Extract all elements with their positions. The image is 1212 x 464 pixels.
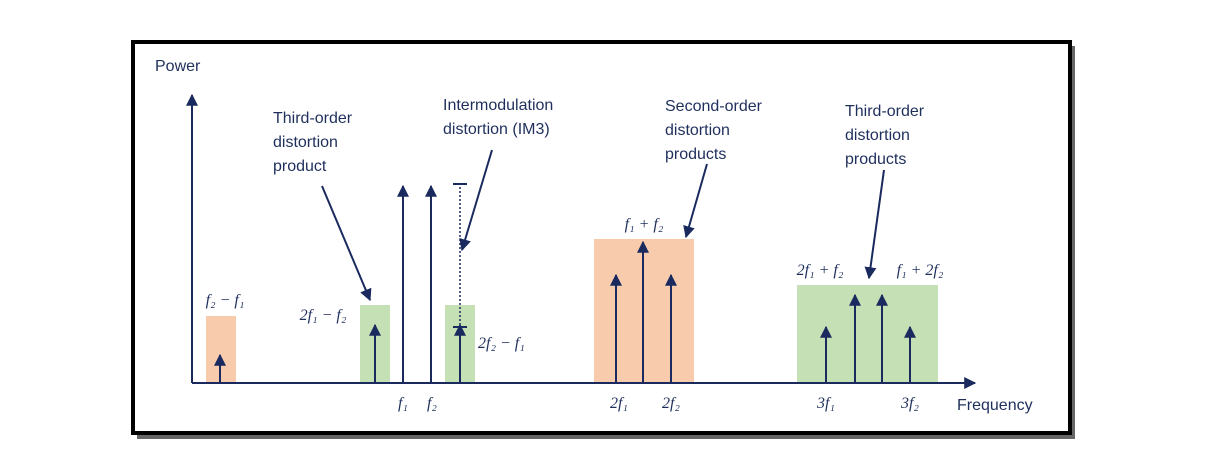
- annotation-line: distortion (IM3): [443, 121, 550, 138]
- x-axis-label: Frequency: [957, 397, 1033, 414]
- pointer: [683, 163, 708, 239]
- band-label: 2f₂ − f₁: [478, 335, 525, 352]
- tick-label: f₁: [398, 395, 408, 412]
- annotation-line: distortion: [273, 134, 338, 151]
- band-label: f₂ − f₁: [206, 292, 245, 309]
- annotation-line: distortion: [665, 122, 730, 139]
- math-labels: f₂ − f₁ 2f₁ − f₂ 2f₂ − f₁ f₁ + f₂ 2f₁ + f₂ f₁…: [206, 216, 944, 412]
- annotation-line: Intermodulation: [443, 97, 553, 114]
- annotation-line: distortion: [845, 127, 910, 144]
- pointer: [864, 169, 885, 280]
- band-label: 2f₁ + f₂: [797, 262, 844, 279]
- band-label: f₁ + f₂: [625, 216, 664, 233]
- tick-label: 3f₂: [900, 395, 919, 412]
- y-axis-label: Power: [155, 58, 201, 75]
- tick-label: 2f₂: [662, 395, 680, 412]
- spectral-lines: [214, 183, 916, 383]
- tick-label: 3f₁: [816, 395, 835, 412]
- annotation-line: Third-order: [273, 110, 353, 127]
- band-label: 2f₁ − f₂: [300, 307, 347, 324]
- pointer: [321, 185, 372, 302]
- annotations: Third-order distortion product Intermodulat…: [273, 97, 925, 175]
- annotation-line: Third-order: [845, 103, 925, 120]
- axes: [186, 93, 977, 389]
- pointers: [321, 149, 885, 302]
- tick-label: 2f₁: [610, 395, 628, 412]
- annotation-line: products: [665, 146, 726, 163]
- annotation-line: product: [273, 158, 327, 175]
- band: [797, 285, 938, 383]
- tick-label: f₂: [427, 395, 437, 412]
- band-label: f₁ + 2f₂: [897, 262, 944, 279]
- pointer: [459, 149, 493, 252]
- annotation-line: Second-order: [665, 98, 763, 115]
- annotation-line: products: [845, 151, 906, 168]
